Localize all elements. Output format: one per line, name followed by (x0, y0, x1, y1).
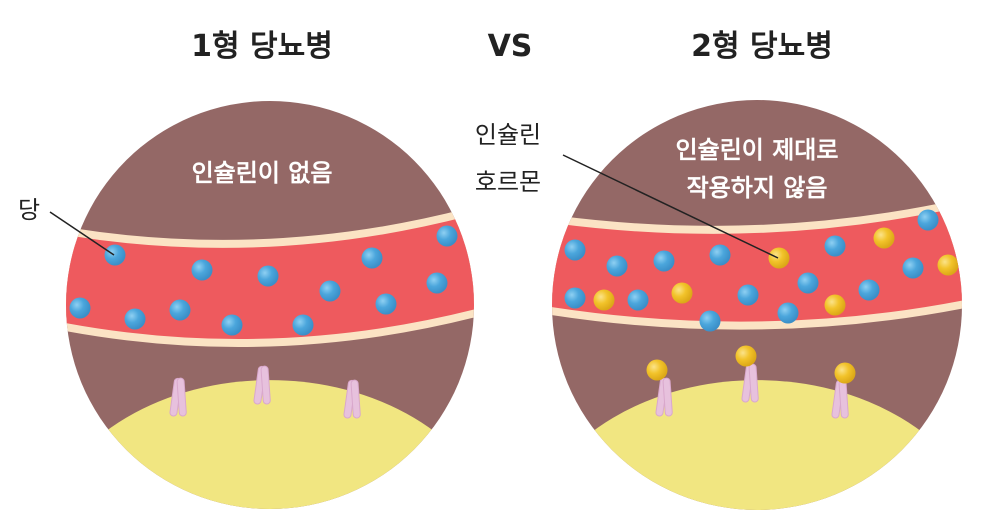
glucose-dot (917, 209, 939, 231)
receptor-arm (662, 377, 673, 417)
glucose-dot (104, 244, 126, 266)
glucose-dot (606, 255, 628, 277)
glucose-dot (319, 280, 341, 302)
glucose-dot (709, 244, 731, 266)
glucose-dot (69, 297, 91, 319)
glucose-dot (292, 314, 314, 336)
insulin-dot (768, 247, 790, 269)
glucose-dot (627, 289, 649, 311)
glucose-dot (361, 247, 383, 269)
bound-insulin-dot (735, 345, 757, 367)
insulin-receptor (655, 377, 673, 417)
glucose-dot (777, 302, 799, 324)
insulin-resistance-caption-line2: 작용하지 않음 (687, 174, 828, 202)
glucose-callout: 당 (18, 196, 40, 224)
glucose-dot (436, 225, 458, 247)
glucose-dot (653, 250, 675, 272)
glucose-dot (124, 308, 146, 330)
glucose-dot (375, 293, 397, 315)
type2-title: 2형 당뇨병 (691, 29, 833, 64)
type1-circle (66, 101, 474, 509)
insulin-dot (824, 294, 846, 316)
glucose-dot (824, 235, 846, 257)
insulin-dot (937, 254, 959, 276)
insulin-dot (593, 289, 615, 311)
glucose-dot (902, 257, 924, 279)
no-insulin-caption: 인슐린이 없음 (192, 159, 333, 187)
glucose-dot (564, 239, 586, 261)
insulin-callout-line2: 호르몬 (475, 168, 541, 196)
insulin-callout-line (562, 154, 779, 259)
glucose-dot (737, 284, 759, 306)
glucose-dot (169, 299, 191, 321)
glucose-callout-line (49, 211, 115, 256)
insulin-dot (873, 227, 895, 249)
glucose-dot (699, 310, 721, 332)
type1-title: 1형 당뇨병 (191, 29, 333, 64)
vs-label: VS (488, 29, 533, 64)
glucose-dot (426, 272, 448, 294)
receptor-arm (260, 365, 271, 405)
receptor-arm (176, 377, 187, 417)
bound-insulin-dot (646, 359, 668, 381)
insulin-callout-line1: 인슐린 (475, 121, 541, 149)
glucose-dot (858, 279, 880, 301)
glucose-dot (191, 259, 213, 281)
insulin-resistance-caption-line1: 인슐린이 제대로 (676, 136, 839, 164)
insulin-receptor (253, 365, 271, 405)
insulin-receptor (831, 379, 849, 419)
glucose-dot (564, 287, 586, 309)
insulin-receptor (343, 379, 361, 419)
receptor-arm (350, 379, 361, 419)
bound-insulin-dot (834, 362, 856, 384)
glucose-dot (257, 265, 279, 287)
insulin-receptor (169, 377, 187, 417)
insulin-dot (671, 282, 693, 304)
insulin-receptor (741, 363, 759, 403)
glucose-dot (221, 314, 243, 336)
glucose-dot (797, 272, 819, 294)
